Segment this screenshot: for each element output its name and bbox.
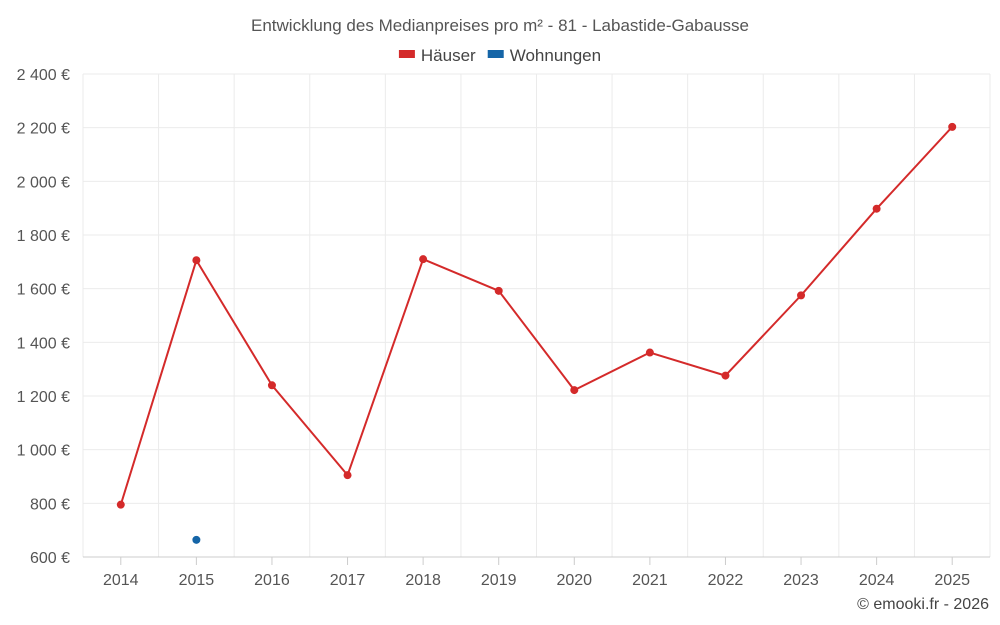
y-tick-label: 1 800 €: [17, 228, 70, 245]
x-tick-label: 2014: [103, 572, 139, 589]
y-tick-label: 1 600 €: [17, 282, 70, 299]
data-point[interactable]: [267, 381, 276, 390]
x-tick-label: 2016: [254, 572, 290, 589]
y-tick-label: 1 000 €: [17, 443, 70, 460]
legend-item[interactable]: Häuser: [398, 46, 476, 65]
data-point[interactable]: [872, 204, 881, 213]
data-point[interactable]: [419, 255, 428, 264]
x-tick-label: 2019: [481, 572, 517, 589]
data-point[interactable]: [494, 286, 503, 295]
x-tick-label: 2025: [934, 572, 970, 589]
chart-title: Entwicklung des Medianpreises pro m² - 8…: [251, 16, 749, 35]
x-tick-label: 2024: [859, 572, 895, 589]
data-point[interactable]: [192, 256, 201, 265]
legend-swatch: [398, 50, 415, 58]
data-point[interactable]: [948, 122, 957, 131]
data-point[interactable]: [343, 471, 352, 480]
data-point[interactable]: [645, 348, 654, 357]
y-axis: 600 € 800 € 1 000 € 1 200 € 1 400 € 1 600 € 1 …: [17, 67, 70, 567]
y-tick-label: 2 400 €: [17, 67, 70, 84]
credit-text: © emooki.fr - 2026: [857, 596, 989, 613]
x-tick-label: 2022: [708, 572, 744, 589]
y-tick-label: 600 €: [30, 550, 70, 567]
legend-item[interactable]: Wohnungen: [487, 46, 601, 65]
grid: [82, 73, 991, 558]
legend-swatch: [487, 50, 504, 58]
x-axis: 2014 2015 2016 2017 2018 2019 2020 2021 2022 2023…: [103, 557, 970, 589]
y-tick-label: 1 200 €: [17, 389, 70, 406]
data-point[interactable]: [116, 500, 125, 509]
series-layer: [116, 122, 957, 544]
x-tick-label: 2023: [783, 572, 819, 589]
data-point[interactable]: [570, 386, 579, 395]
y-tick-label: 1 400 €: [17, 335, 70, 352]
x-tick-label: 2021: [632, 572, 668, 589]
legend-label: Wohnungen: [510, 46, 601, 65]
data-point[interactable]: [192, 535, 201, 544]
x-tick-label: 2020: [556, 572, 592, 589]
series-line-0: [119, 126, 953, 505]
y-tick-label: 800 €: [30, 496, 70, 513]
y-tick-label: 2 000 €: [17, 174, 70, 191]
x-tick-label: 2015: [179, 572, 215, 589]
x-tick-label: 2018: [405, 572, 441, 589]
legend: Häuser Wohnungen: [398, 46, 601, 65]
legend-label: Häuser: [421, 46, 476, 65]
data-point[interactable]: [721, 371, 730, 380]
x-tick-label: 2017: [330, 572, 366, 589]
data-point[interactable]: [797, 291, 806, 300]
y-tick-label: 2 200 €: [17, 121, 70, 138]
